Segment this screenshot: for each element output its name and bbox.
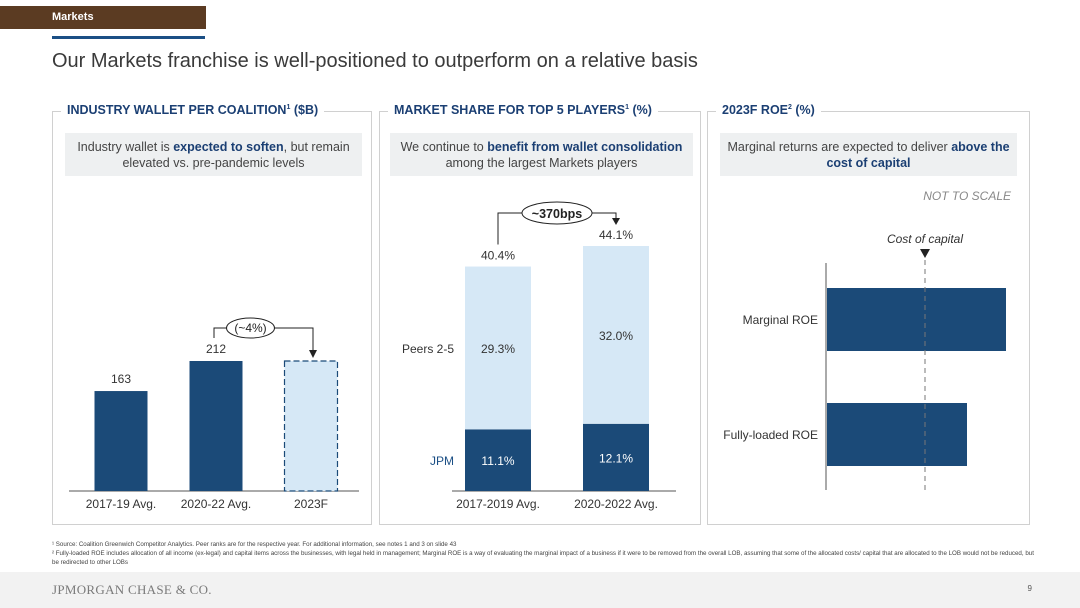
roe-panel-subtitle: Marginal returns are expected to deliver…: [720, 133, 1017, 176]
change-bubble: [226, 317, 275, 339]
bar-1: [94, 391, 148, 491]
bar-2: [189, 361, 243, 491]
category-label: 2017-2019 Avg.: [456, 497, 540, 511]
share-panel: MARKET SHARE FOR TOP 5 PLAYERS1 (%) We c…: [379, 103, 701, 525]
roe-panel: 2023F ROE2 (%) Marginal returns are expe…: [707, 103, 1030, 525]
change-bubble: [521, 201, 593, 225]
bar-value-label: 212: [206, 342, 226, 356]
roe-bar-1: [827, 288, 1006, 351]
footnote-1: ¹ Source: Coalition Greenwich Competitor…: [52, 541, 457, 548]
wallet-panel-title: INDUSTRY WALLET PER COALITION1 ($B): [61, 103, 325, 117]
footnotes: ¹ Source: Coalition Greenwich Competitor…: [52, 540, 1042, 567]
change-label: (~4%): [234, 321, 266, 335]
total-label: 40.4%: [481, 249, 515, 263]
roe-bar-2: [827, 403, 967, 466]
page-title: Our Markets franchise is well-positioned…: [52, 50, 698, 72]
roe-category-label: Fully-loaded ROE: [723, 428, 818, 442]
wallet-chart: 163 2017-19 Avg. 212 2020-22 Avg. 2023F (~4%): [69, 317, 359, 511]
jpm-bar-1: [465, 429, 531, 491]
wallet-panel: INDUSTRY WALLET PER COALITION1 ($B) Indu…: [52, 103, 372, 525]
section-tag: Markets: [0, 6, 206, 29]
category-label: 2020-2022 Avg.: [574, 497, 658, 511]
peers-bar-1: [465, 266, 531, 430]
category-label: 2020-22 Avg.: [181, 497, 252, 511]
arrow-head: [612, 218, 620, 225]
page-number: 9: [1027, 584, 1032, 593]
not-to-scale-note: NOT TO SCALE: [923, 189, 1012, 203]
share-panel-title: MARKET SHARE FOR TOP 5 PLAYERS1 (%): [388, 103, 658, 117]
change-label: ~370bps: [532, 207, 582, 221]
company-logo: JPMORGAN CHASE & CO.: [52, 582, 212, 597]
series-label-peers: Peers 2-5: [402, 342, 454, 356]
category-label: 2017-19 Avg.: [86, 497, 157, 511]
roe-chart: NOT TO SCALE Cost of capital Marginal ROE F…: [723, 189, 1012, 492]
peers-value-label: 32.0%: [599, 329, 633, 343]
cost-of-capital-marker: [920, 249, 930, 258]
bar-value-label: 163: [111, 372, 131, 386]
jpm-value-label: 11.1%: [481, 454, 514, 468]
cost-of-capital-label: Cost of capital: [887, 232, 963, 246]
roe-category-label: Marginal ROE: [743, 313, 818, 327]
series-label-jpm: JPM: [430, 454, 454, 468]
wallet-panel-subtitle: Industry wallet is expected to soften, b…: [65, 133, 362, 176]
peers-value-label: 29.3%: [481, 342, 515, 356]
bar-3: [283, 360, 339, 492]
share-chart: 11.1% 29.3% 40.4% 2017-2019 Avg. 12.1% 32.0% 4…: [402, 201, 676, 511]
jpm-value-label: 12.1%: [599, 451, 633, 465]
title-rule: [52, 36, 205, 39]
total-label: 44.1%: [599, 228, 633, 242]
arrow-head: [309, 350, 317, 358]
jpm-bar-2: [583, 423, 649, 491]
footer-bar: [0, 572, 1080, 608]
peers-bar-2: [583, 246, 649, 424]
footnote-2: ² Fully-loaded ROE includes allocation o…: [52, 550, 1034, 566]
share-panel-subtitle: We continue to benefit from wallet conso…: [390, 133, 693, 176]
roe-panel-title: 2023F ROE2 (%): [716, 103, 821, 117]
category-label: 2023F: [294, 497, 328, 511]
